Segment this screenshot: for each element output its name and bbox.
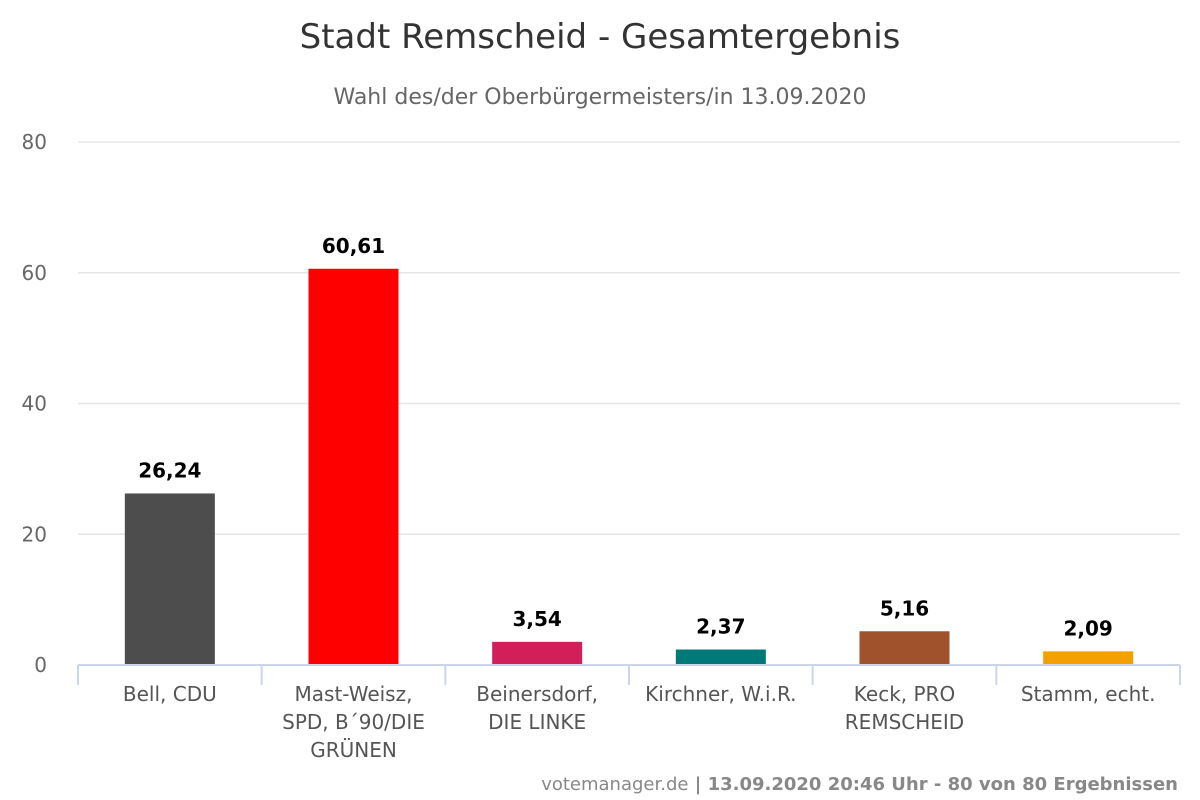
x-axis-label-line: Kirchner, W.i.R. bbox=[645, 682, 796, 706]
x-axis-label-line: GRÜNEN bbox=[310, 738, 397, 762]
x-axis-label-line: SPD, B´90/DIE bbox=[282, 710, 425, 734]
x-axis-label: Beinersdorf, DIE LINKE bbox=[476, 682, 598, 734]
x-axis-labels: Bell, CDU Mast-Weisz, SPD, B´90/DIE GRÜNEN B… bbox=[123, 682, 1156, 762]
bar[interactable] bbox=[124, 493, 215, 665]
y-tick-label: 60 bbox=[22, 261, 47, 285]
chart-title: Stadt Remscheid - Gesamtergebnis bbox=[300, 17, 901, 57]
data-label: 60,61 bbox=[322, 234, 385, 258]
data-label: 5,16 bbox=[880, 596, 929, 620]
x-axis-label: Stamm, echt. bbox=[1021, 682, 1156, 706]
x-axis-label-line: Mast-Weisz, bbox=[295, 682, 413, 706]
bars bbox=[124, 268, 1134, 665]
y-tick-label: 20 bbox=[22, 522, 47, 546]
y-tick-label: 80 bbox=[22, 130, 47, 154]
x-axis-label: Mast-Weisz, SPD, B´90/DIE GRÜNEN bbox=[282, 682, 425, 762]
data-label: 26,24 bbox=[138, 458, 201, 482]
y-tick-label: 0 bbox=[34, 653, 47, 677]
bar[interactable] bbox=[1043, 651, 1134, 665]
credits-text: votemanager.de | 13.09.2020 20:46 Uhr - … bbox=[541, 774, 1178, 795]
data-label: 2,09 bbox=[1063, 616, 1112, 640]
x-axis bbox=[77, 664, 1181, 685]
x-axis-label-line: Stamm, echt. bbox=[1021, 682, 1156, 706]
bar[interactable] bbox=[308, 268, 399, 665]
data-label: 2,37 bbox=[696, 615, 745, 639]
x-axis-label-line: REMSCHEID bbox=[845, 710, 964, 734]
x-axis-label: Bell, CDU bbox=[123, 682, 217, 706]
bar[interactable] bbox=[675, 649, 766, 665]
x-axis-label-line: Bell, CDU bbox=[123, 682, 217, 706]
grid-lines bbox=[78, 141, 1180, 535]
bar[interactable] bbox=[492, 641, 583, 665]
y-tick-label: 40 bbox=[22, 392, 47, 416]
credits-site: votemanager.de bbox=[541, 774, 688, 795]
x-axis-label-line: Keck, PRO bbox=[854, 682, 955, 706]
credits-detail: 13.09.2020 20:46 Uhr - 80 von 80 Ergebni… bbox=[708, 774, 1178, 795]
data-labels: 26,24 60,61 3,54 2,37 5,16 2,09 bbox=[138, 234, 1113, 641]
bar[interactable] bbox=[859, 631, 950, 665]
x-axis-label-line: DIE LINKE bbox=[488, 710, 586, 734]
x-axis-label: Keck, PRO REMSCHEID bbox=[845, 682, 964, 734]
y-axis-ticks: 0 20 40 60 80 bbox=[22, 130, 47, 677]
x-axis-label: Kirchner, W.i.R. bbox=[645, 682, 796, 706]
credits-separator: | bbox=[688, 774, 707, 795]
data-label: 3,54 bbox=[512, 607, 561, 631]
chart-subtitle: Wahl des/der Oberbürgermeisters/in 13.09… bbox=[333, 85, 866, 110]
x-axis-label-line: Beinersdorf, bbox=[476, 682, 598, 706]
